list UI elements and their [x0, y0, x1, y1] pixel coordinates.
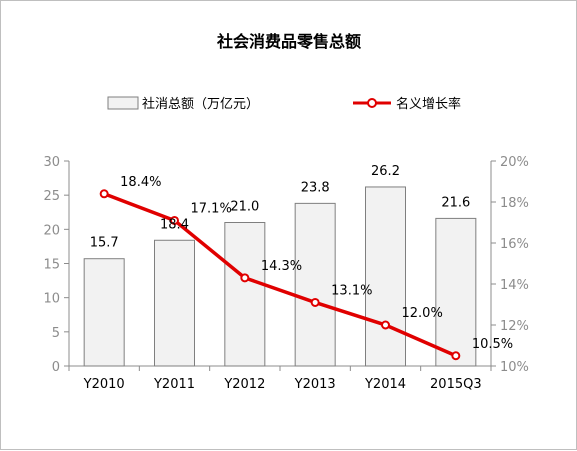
data-labels: 15.7 18.4 21.0 23.8 26.2 21.6 18.4% 17.1% 14.3% 1… [90, 164, 513, 352]
bar-value-label: 21.6 [441, 195, 470, 210]
right-tick-label: 16% [500, 237, 529, 252]
right-tick-label: 10% [500, 360, 529, 375]
x-tick-label: Y2012 [223, 377, 265, 392]
growth-polyline [103, 192, 457, 358]
growth-value-label: 12.0% [402, 306, 443, 321]
left-tick-label: 0 [52, 360, 60, 375]
left-tick-label: 25 [43, 189, 60, 204]
x-tick-label: Y2014 [364, 377, 406, 392]
bar [365, 186, 406, 367]
growth-line [99, 189, 461, 361]
bar [294, 202, 336, 367]
left-tick-label: 30 [43, 155, 60, 170]
growth-value-label: 18.4% [120, 175, 161, 190]
growth-point [381, 320, 390, 330]
growth-point [99, 189, 109, 199]
growth-value-label: 10.5% [472, 337, 513, 352]
bar [224, 222, 266, 367]
bar [154, 239, 195, 367]
legend: 社消总额（万亿元） 名义增长率 [107, 96, 461, 112]
bar [83, 258, 125, 367]
bar-value-label: 15.7 [90, 236, 119, 251]
left-tick-label: 20 [43, 223, 60, 238]
growth-point [170, 215, 179, 225]
x-tick-label: Y2013 [294, 377, 336, 392]
legend-line-marker [367, 98, 377, 108]
growth-value-label: 14.3% [261, 259, 302, 274]
growth-value-label: 17.1% [191, 201, 232, 216]
x-tick-label: Y2011 [153, 377, 195, 392]
x-tick-label: Y2010 [83, 377, 125, 392]
axes: 0 5 10 15 20 25 30 10% 12% 14% 16% 18% 20% Y2010 Y2011… [43, 155, 528, 392]
bars [83, 186, 477, 367]
growth-value-label: 13.1% [331, 283, 372, 298]
right-tick-label: 14% [500, 278, 529, 293]
bar-value-label: 26.2 [371, 164, 400, 179]
left-tick-label: 10 [43, 292, 60, 307]
x-tick-label: 2015Q3 [430, 377, 482, 392]
chart-title: 社会消费品零售总额 [216, 32, 361, 51]
legend-bar-label: 社消总额（万亿元） [142, 96, 259, 112]
growth-point [240, 273, 250, 283]
bar-value-label: 21.0 [230, 200, 259, 215]
right-tick-label: 12% [500, 319, 529, 334]
bar-value-label: 23.8 [301, 180, 330, 195]
bar [435, 217, 477, 367]
growth-point [310, 297, 320, 307]
right-tick-label: 20% [500, 155, 529, 170]
growth-point [451, 351, 461, 361]
right-tick-label: 18% [500, 196, 529, 211]
bar-value-label: 18.4 [160, 217, 189, 232]
left-tick-label: 5 [52, 326, 60, 341]
legend-line-label: 名义增长率 [396, 96, 461, 112]
left-tick-label: 15 [43, 258, 60, 273]
legend-bar-swatch [107, 96, 139, 110]
